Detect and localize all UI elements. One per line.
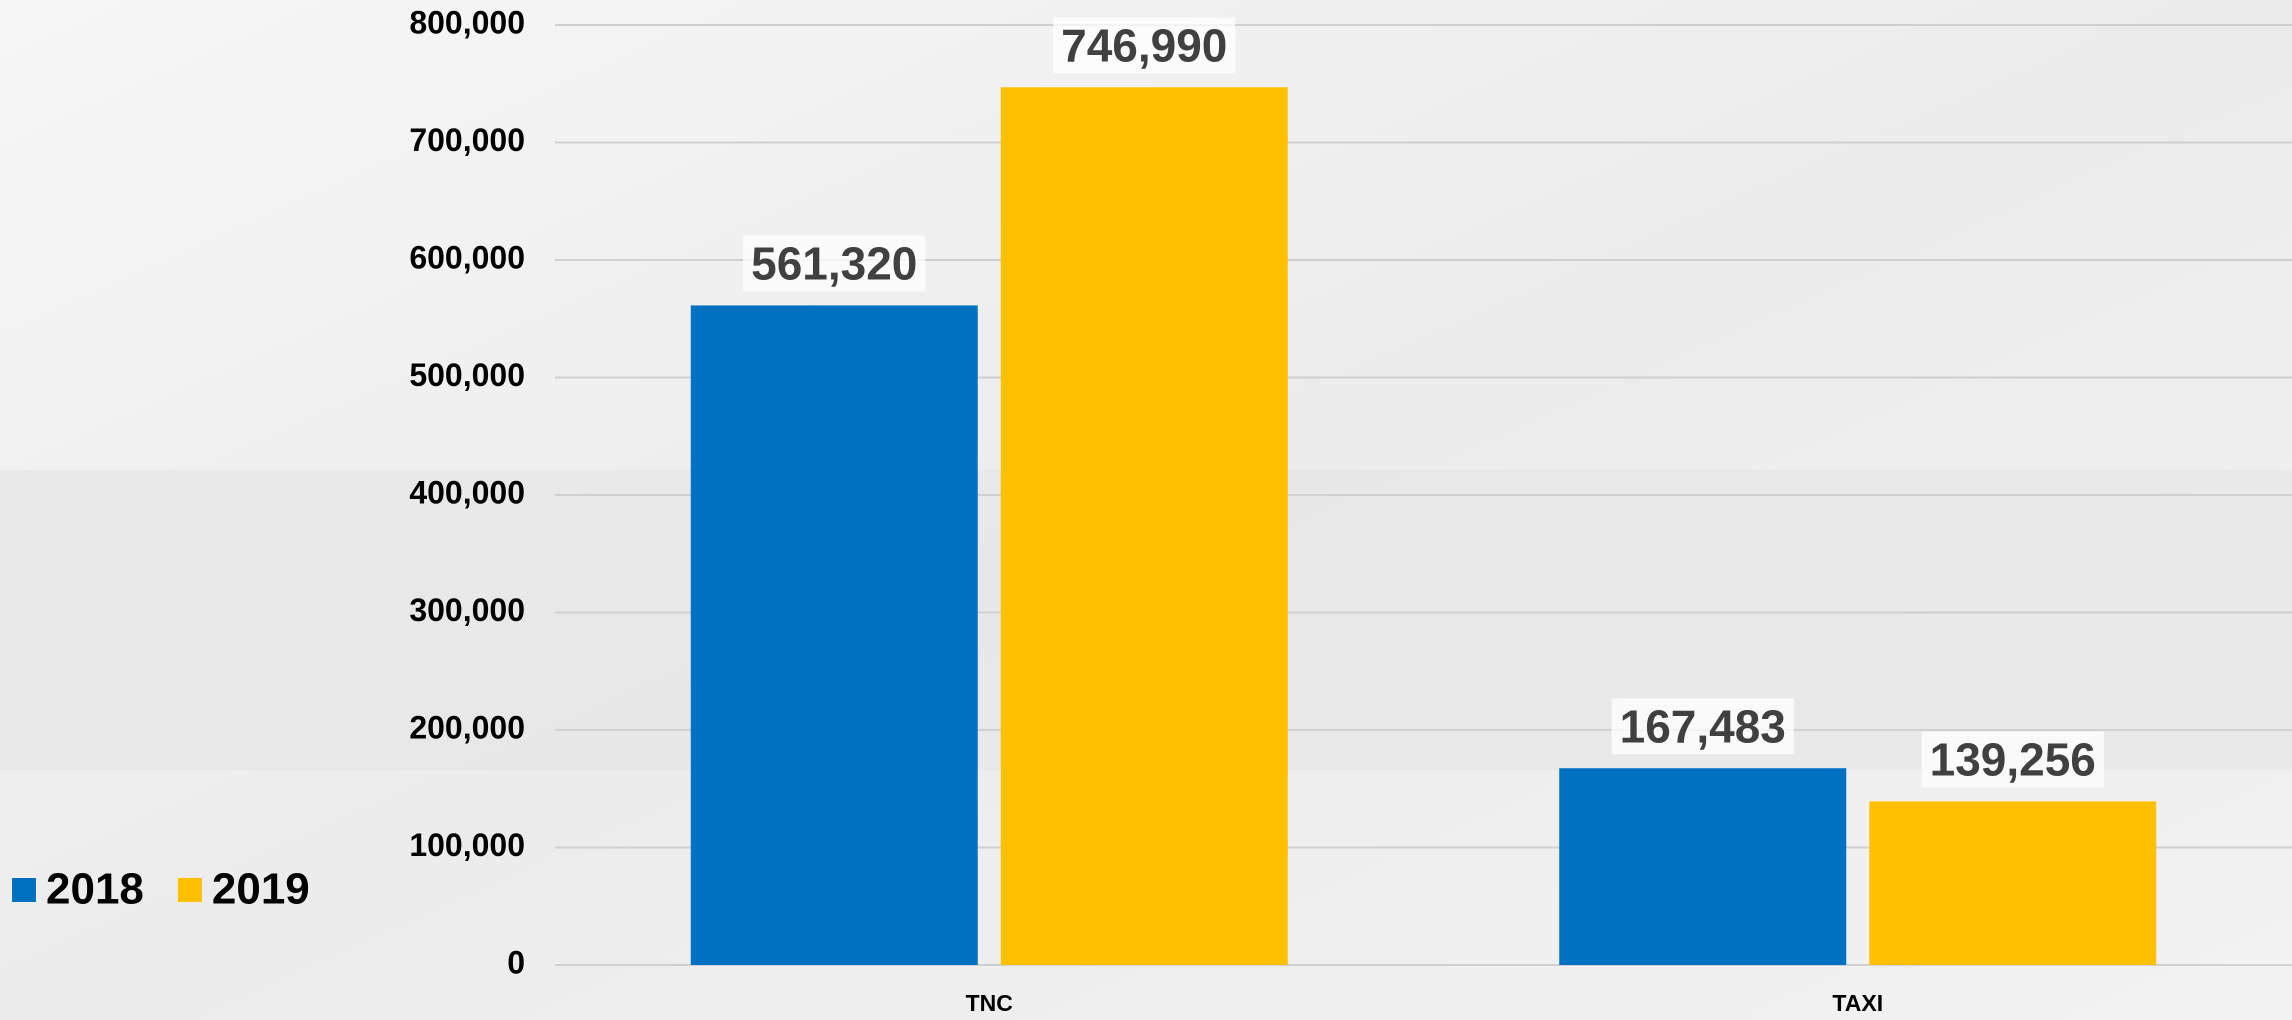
legend-label: 2018	[46, 865, 144, 914]
y-tick-label: 300,000	[409, 592, 525, 628]
y-tick-label: 600,000	[409, 239, 525, 275]
value-label: 167,483	[1620, 700, 1786, 752]
y-tick-label: 700,000	[409, 122, 525, 158]
x-tick-label: TNC	[966, 990, 1013, 1016]
y-tick-label: 500,000	[409, 357, 525, 393]
value-label: 746,990	[1061, 19, 1227, 71]
y-tick-label: 0	[507, 944, 525, 980]
value-label: 139,256	[1930, 734, 2096, 786]
y-tick-label: 400,000	[409, 474, 525, 510]
y-tick-label: 800,000	[409, 4, 525, 40]
y-tick-label: 100,000	[409, 827, 525, 863]
legend-swatch	[178, 878, 202, 902]
bar	[1869, 801, 2156, 965]
page: {"chart_data": {"type": "bar", "categori…	[0, 0, 2292, 1020]
chart: 0 100,000 200,000 300,000 400,000 500,000 600,…	[0, 0, 2292, 1020]
bar	[1559, 768, 1846, 965]
x-tick-label: TAXI	[1832, 990, 1883, 1016]
y-tick-label: 200,000	[409, 709, 525, 745]
bar	[1001, 87, 1288, 965]
legend-swatch	[12, 878, 36, 902]
legend-label: 2019	[212, 865, 310, 914]
value-label: 561,320	[751, 238, 917, 290]
bar	[691, 305, 978, 965]
